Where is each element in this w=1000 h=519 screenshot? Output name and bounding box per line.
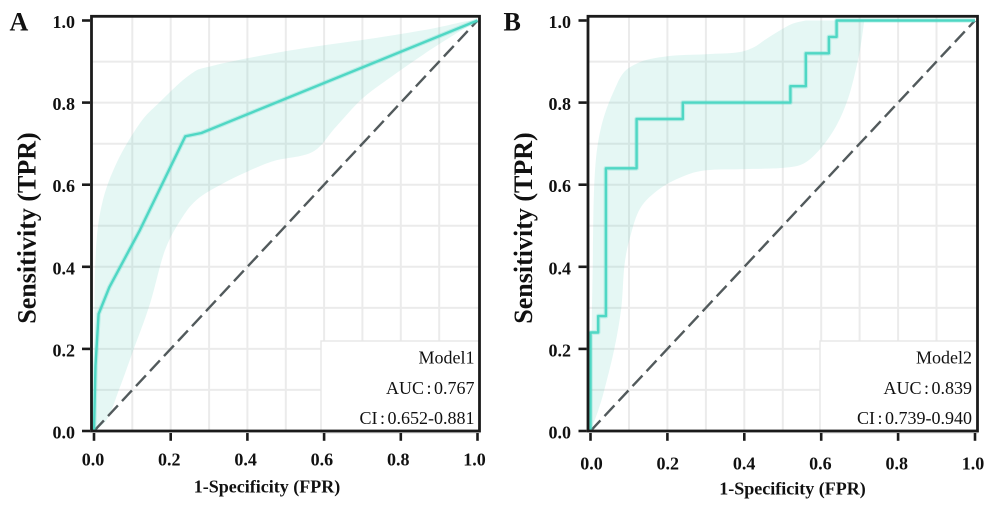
svg-text:0.6: 0.6 [53, 176, 76, 196]
svg-text:0.6: 0.6 [311, 450, 334, 470]
svg-text:CI:0.652-0.881: CI:0.652-0.881 [359, 408, 474, 428]
svg-text:0.0: 0.0 [53, 423, 76, 443]
svg-text:0.8: 0.8 [53, 94, 76, 114]
svg-text:CI:0.739-0.940: CI:0.739-0.940 [857, 408, 972, 428]
svg-text:0.6: 0.6 [809, 454, 832, 474]
svg-text:0.4: 0.4 [549, 258, 572, 278]
svg-text:1-Specificity (FPR): 1-Specificity (FPR) [194, 477, 340, 498]
svg-text:0.8: 0.8 [549, 94, 572, 114]
svg-text:0.2: 0.2 [657, 454, 680, 474]
svg-text:0.2: 0.2 [158, 450, 181, 470]
svg-text:0.4: 0.4 [234, 450, 257, 470]
svg-text:0.0: 0.0 [82, 450, 105, 470]
svg-text:0.2: 0.2 [549, 340, 572, 360]
svg-text:1.0: 1.0 [549, 12, 572, 32]
svg-text:A: A [10, 8, 29, 37]
svg-text:Model2: Model2 [916, 348, 972, 368]
svg-text:Sensitivity (TPR): Sensitivity (TPR) [13, 132, 42, 323]
svg-text:0.0: 0.0 [580, 454, 603, 474]
svg-text:0.6: 0.6 [549, 176, 572, 196]
svg-text:1.0: 1.0 [962, 454, 985, 474]
svg-text:B: B [504, 8, 521, 37]
svg-text:AUC:0.767: AUC:0.767 [386, 378, 475, 398]
svg-text:1.0: 1.0 [463, 450, 486, 470]
svg-text:0.4: 0.4 [733, 454, 756, 474]
svg-text:0.0: 0.0 [549, 423, 572, 443]
svg-text:Model1: Model1 [419, 348, 475, 368]
svg-text:1.0: 1.0 [53, 12, 76, 32]
svg-text:Sensitivity (TPR): Sensitivity (TPR) [509, 132, 538, 323]
svg-text:0.4: 0.4 [53, 258, 76, 278]
svg-text:1-Specificity (FPR): 1-Specificity (FPR) [719, 479, 865, 500]
svg-text:0.8: 0.8 [387, 450, 410, 470]
svg-text:AUC:0.839: AUC:0.839 [883, 378, 972, 398]
svg-text:0.2: 0.2 [53, 340, 76, 360]
svg-text:0.8: 0.8 [885, 454, 908, 474]
